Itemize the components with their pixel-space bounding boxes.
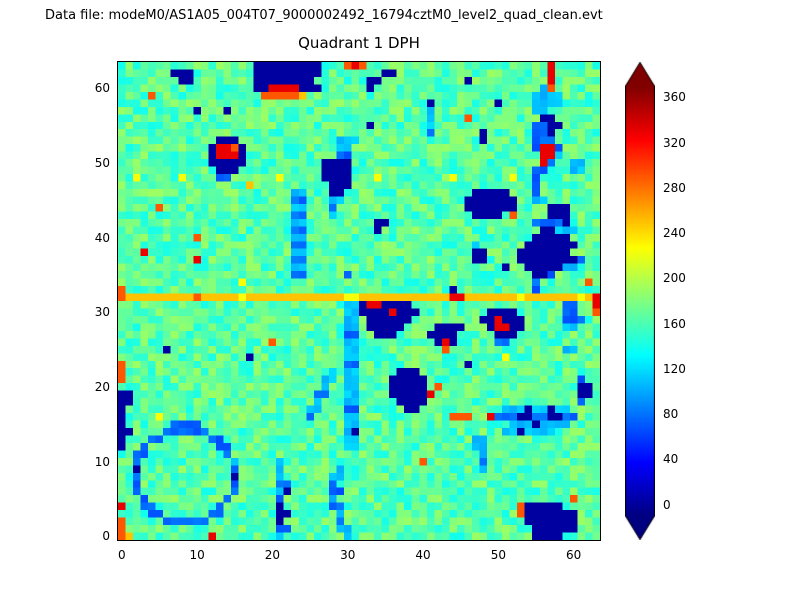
colorbar-tick-label: 280: [663, 180, 686, 195]
colorbar-tick-label: 120: [663, 361, 686, 376]
axes-frame: [117, 61, 601, 541]
colorbar-tick-label: 160: [663, 316, 686, 331]
x-axis-tick-label: 20: [264, 548, 281, 562]
data-file-label: Data file: modeM0/AS1A05_004T07_90000024…: [45, 8, 603, 23]
colorbar-tick-label: 320: [663, 135, 686, 150]
y-axis-tick-label: 40: [94, 230, 110, 245]
colorbar-canvas: [625, 62, 655, 540]
x-axis-tick-label: 50: [490, 548, 506, 562]
chart-title: Quadrant 1 DPH: [298, 34, 420, 52]
colorbar-tick-label: 360: [663, 90, 686, 105]
colorbar-tick-label: 80: [663, 407, 679, 422]
colorbar-tick-label: 200: [663, 271, 686, 286]
y-axis-tick-label: 30: [94, 305, 110, 320]
colorbar-tick-label: 0: [663, 497, 671, 512]
x-axis-tick-label: 30: [340, 548, 356, 562]
y-axis-tick-label: 0: [102, 529, 110, 544]
x-axis-tick-label: 10: [189, 548, 205, 562]
heatmap-canvas: [118, 62, 600, 540]
x-axis-tick-label: 60: [566, 548, 582, 562]
colorbar-tick-label: 240: [663, 226, 686, 241]
x-axis-tick-label: 40: [415, 548, 431, 562]
y-axis-tick-label: 60: [94, 81, 110, 96]
y-axis-tick-label: 50: [94, 155, 110, 170]
y-axis-tick-label: 10: [94, 454, 110, 469]
x-axis-tick-label: 0: [117, 548, 126, 562]
y-axis-tick-label: 20: [94, 379, 110, 394]
colorbar-tick-label: 40: [663, 452, 679, 467]
